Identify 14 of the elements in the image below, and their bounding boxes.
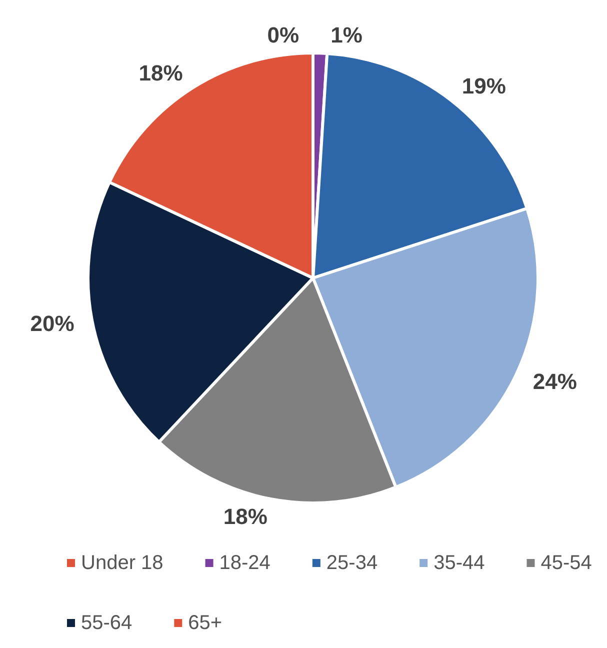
text: 0%	[267, 22, 299, 48]
legend-label: 35-44	[434, 552, 485, 574]
legend-label: 25-34	[326, 552, 378, 574]
data-label: 1%	[330, 22, 362, 48]
data-label: 24%	[532, 368, 577, 394]
data-label: 19%	[462, 73, 506, 98]
legend-label: 45-54	[540, 552, 592, 574]
legend-label: Under 18	[81, 552, 164, 574]
legend-label: 18-24	[219, 552, 270, 574]
legend-label: 65+	[188, 612, 222, 634]
data-label: 18%	[223, 504, 268, 530]
data-label: 20%	[30, 311, 74, 336]
data-label: 18%	[138, 60, 183, 86]
legend-label: 55-64	[81, 612, 132, 634]
